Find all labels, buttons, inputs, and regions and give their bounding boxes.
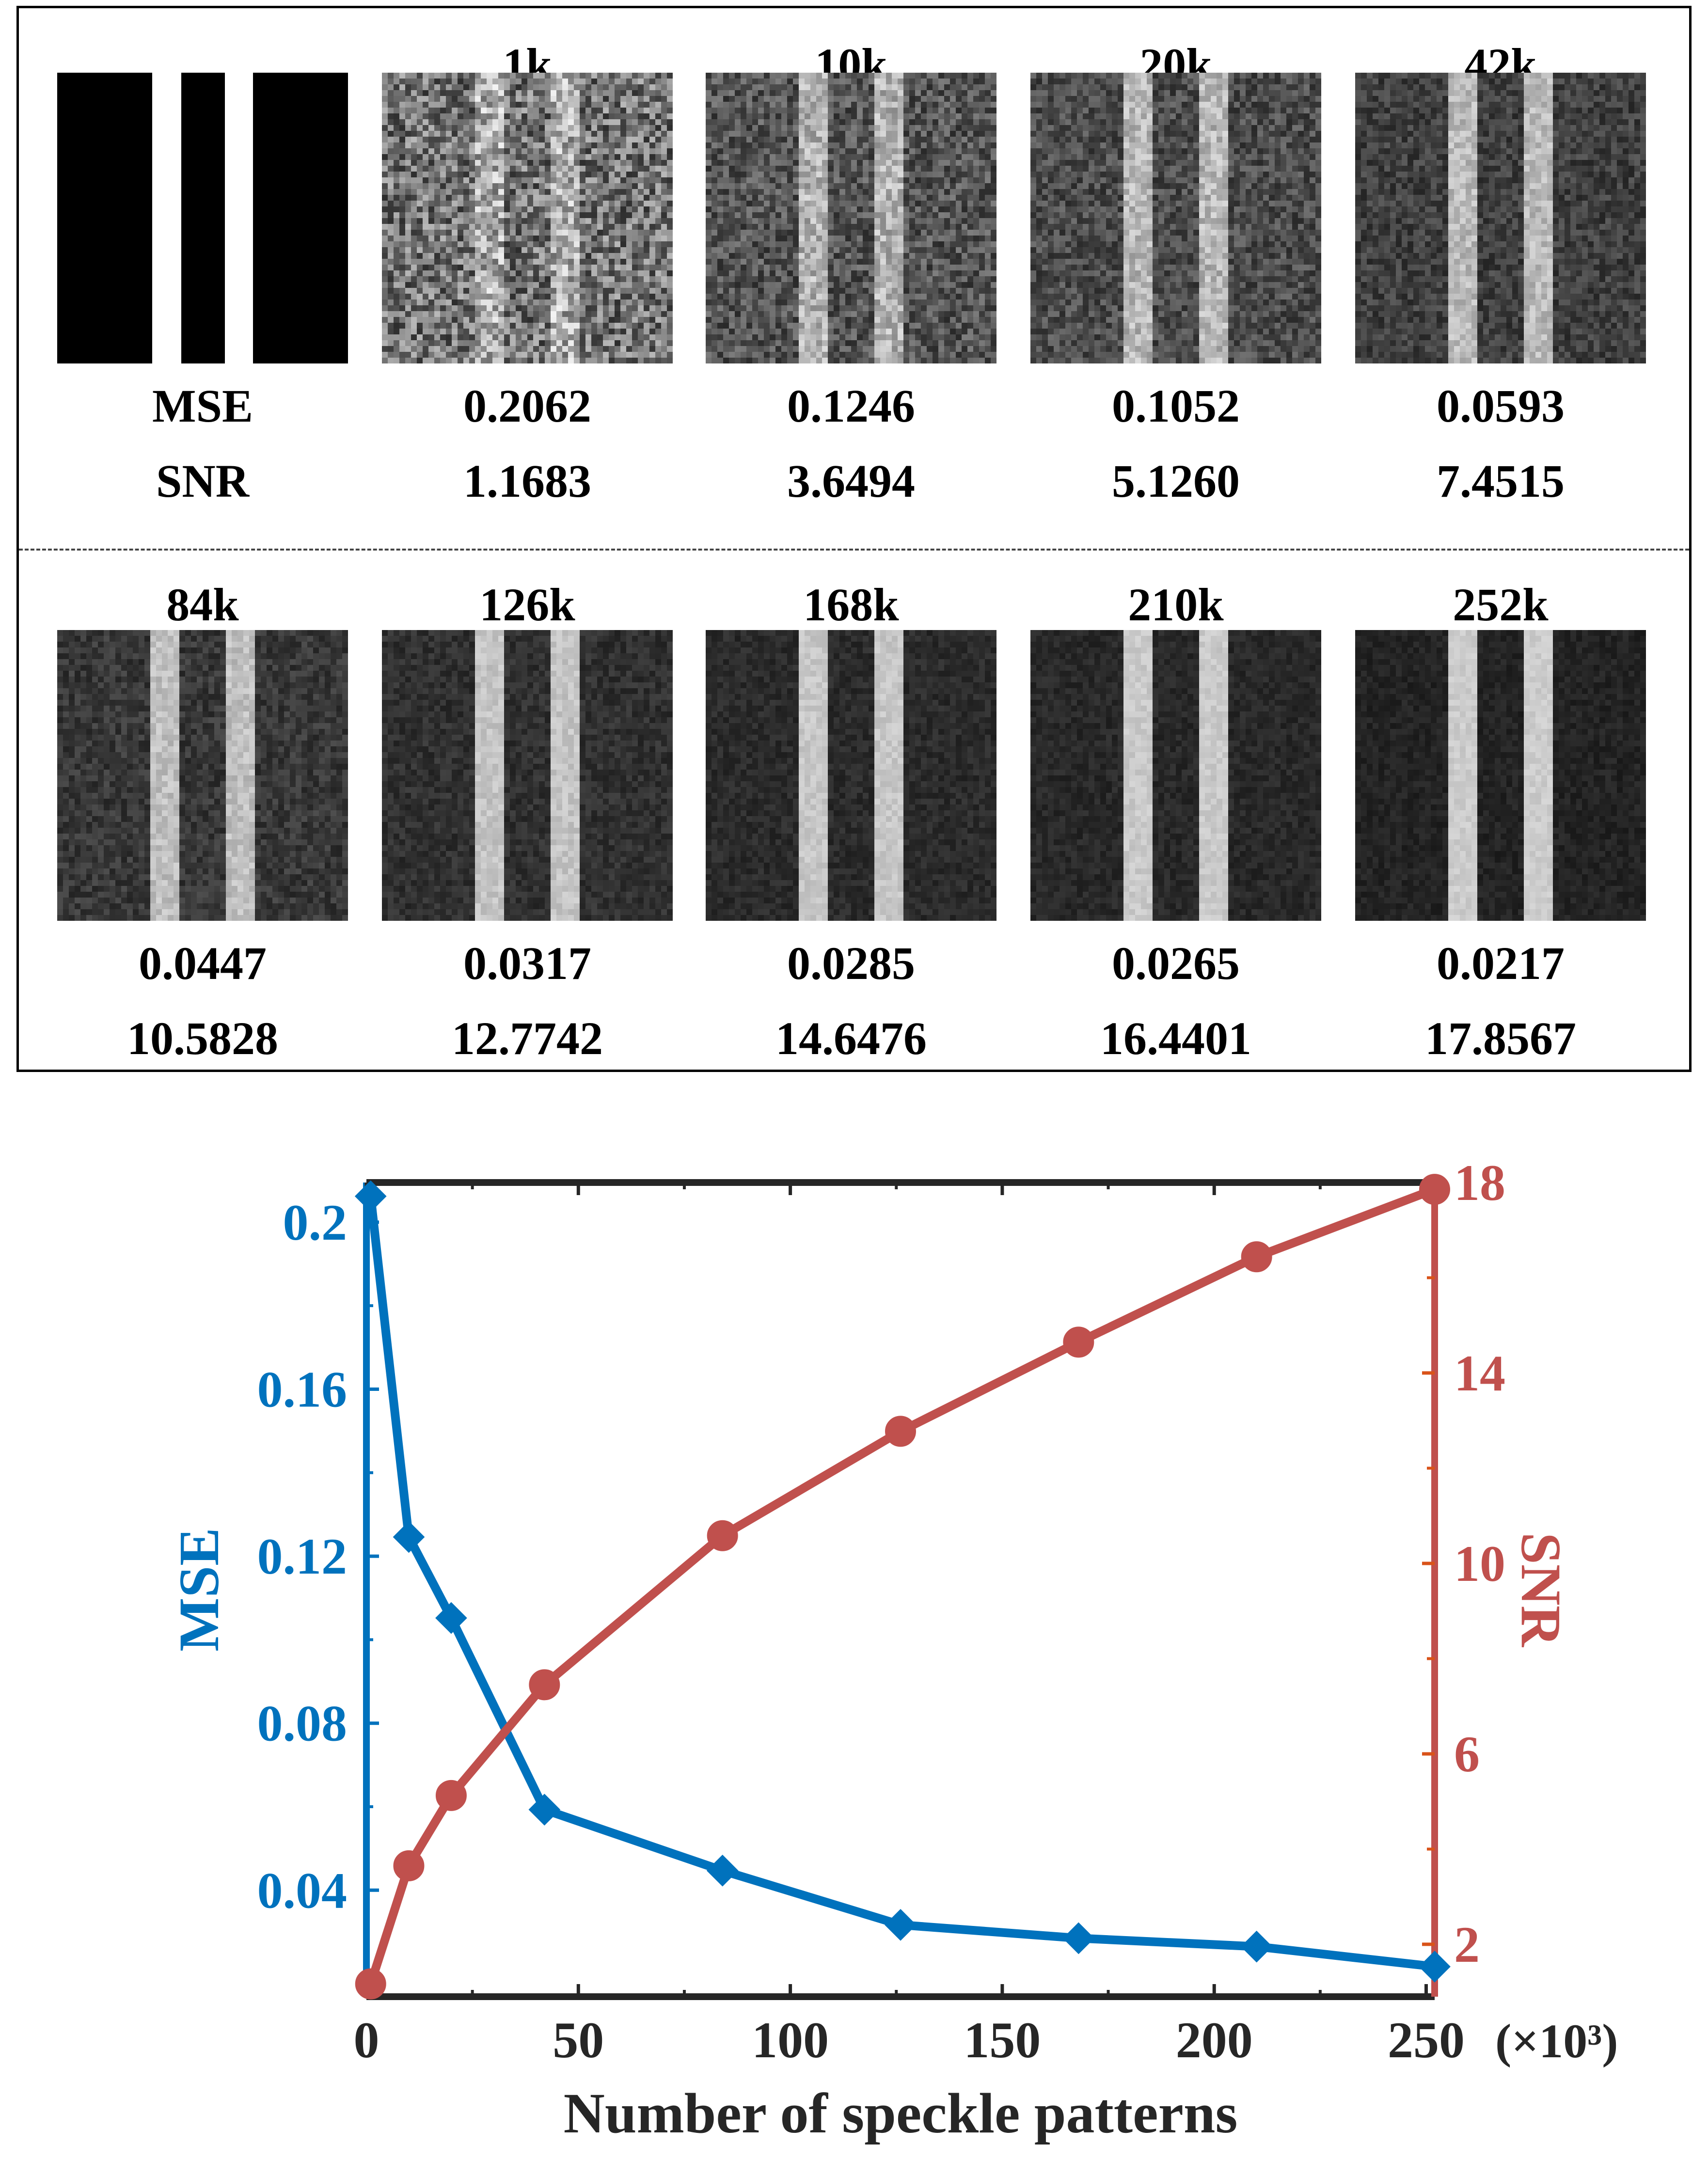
reconstruction-image [1030,73,1321,363]
mse-value: 0.0317 [382,940,673,987]
mse-point [1419,1951,1451,1983]
reconstruction-image [706,630,996,921]
snr-value: 12.7742 [382,1015,673,1062]
mse-point [1062,1922,1095,1955]
y-left-tick-label: 0.2 [283,1194,348,1251]
snr-point [885,1416,916,1447]
snr-point [435,1780,467,1811]
snr-point [707,1520,738,1551]
y-right-tick-label: 14 [1454,1345,1505,1402]
snr-point [355,1968,386,2000]
y-left-axis-label: MSE [167,1528,231,1652]
mse-point [435,1602,467,1634]
mse-point [393,1521,425,1553]
x-unit-label: (×10³) [1495,2014,1618,2068]
y-left-tick-label: 0.04 [257,1862,348,1919]
snr-point [1419,1174,1450,1205]
reconstruction-image [57,630,348,921]
reconstruction-image [1030,630,1321,921]
snr-value: 3.6494 [706,458,996,505]
reconstruction-label: 252k [1355,582,1646,628]
reconstruction-label: 126k [382,582,673,628]
reconstruction-image [1355,73,1646,363]
mse-value: 0.2062 [382,383,673,429]
y-right-axis-label: SNR [1509,1532,1573,1648]
mse-value: 0.0217 [1355,940,1646,987]
mse-value: 0.0285 [706,940,996,987]
reconstruction-image [382,73,673,363]
reconstruction-label: 168k [706,582,996,628]
x-axis-label: Number of speckle patterns [564,2081,1238,2145]
reconstruction-image [1355,630,1646,921]
reconstruction-image [382,630,673,921]
x-tick-label: 200 [1176,2012,1253,2068]
mse-point [528,1794,561,1826]
snr-point [393,1850,425,1881]
y-right-tick-label: 18 [1454,1154,1505,1211]
snr-value: 1.1683 [382,458,673,505]
mse-value: 0.1246 [706,383,996,429]
mse-row-label: MSE [57,383,348,429]
y-left-tick-label: 0.16 [257,1361,348,1418]
y-left-tick-label: 0.08 [257,1695,348,1752]
ground-truth-image [57,73,348,363]
mse-value: 0.1052 [1030,383,1321,429]
x-tick-label: 50 [553,2012,604,2068]
snr-value: 5.1260 [1030,458,1321,505]
mse-point [354,1180,387,1213]
snr-value: 14.6476 [706,1015,996,1062]
reconstruction-image [706,73,996,363]
snr-value: 10.5828 [57,1015,348,1062]
snr-row-label: SNR [57,458,348,505]
mse-point [706,1854,739,1887]
snr-value: 17.8567 [1355,1015,1646,1062]
reconstruction-label: 84k [57,582,348,628]
mse-value: 0.0265 [1030,940,1321,987]
mse-value: 0.0593 [1355,383,1646,429]
y-right-tick-label: 2 [1454,1916,1480,1973]
y-right-tick-label: 6 [1454,1726,1480,1782]
x-tick-label: 250 [1388,2012,1465,2068]
y-right-tick-label: 10 [1454,1535,1505,1592]
mse-value: 0.0447 [57,940,348,987]
mse-series-line [366,1192,1439,1971]
snr-point [1063,1326,1094,1358]
snr-value: 16.4401 [1030,1015,1321,1062]
snr-series-line [366,1185,1439,1988]
reconstruction-label: 210k [1030,582,1321,628]
mse-point [885,1908,917,1941]
y-left-tick-label: 0.12 [257,1528,348,1585]
reconstruction-grid-frame [16,6,1692,1072]
mse-point [1240,1930,1273,1963]
snr-value: 7.4515 [1355,458,1646,505]
grid-divider [19,549,1689,551]
snr-point [529,1669,560,1701]
mse-snr-chart: 0 50 100 150 200 250 (×10³) Number of speckle p… [167,1154,1618,2145]
x-tick-label: 150 [964,2012,1041,2068]
x-tick-label: 0 [354,2012,380,2068]
x-tick-label: 100 [752,2012,829,2068]
snr-point [1241,1241,1272,1273]
